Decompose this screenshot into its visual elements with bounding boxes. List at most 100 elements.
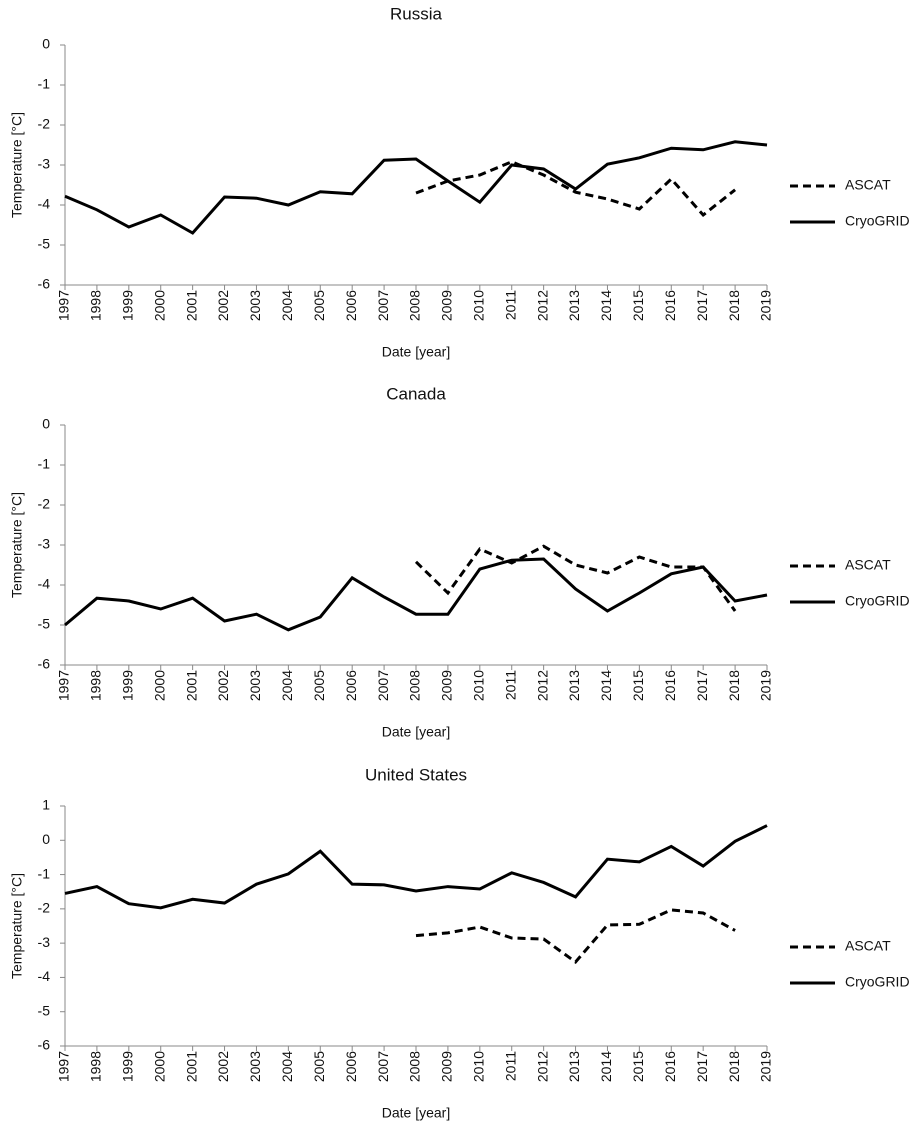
x-tick-label: 2009 [439,670,455,701]
data-line [64,557,768,632]
x-tick-label: 2013 [566,290,582,321]
y-tick-label: -4 [38,576,51,592]
y-tick-label: -6 [38,656,51,672]
y-tick-label: 1 [42,797,50,813]
x-tick-label: 2000 [151,290,167,321]
x-tick-label: 2013 [566,1051,582,1082]
x-tick-label: 2016 [662,670,678,701]
x-tick-label: 2012 [534,1051,550,1082]
x-tick-label: 2014 [598,670,614,701]
x-tick-label: 2017 [694,1051,710,1082]
x-tick-label: 2009 [439,290,455,321]
y-tick-label: -6 [38,1037,51,1053]
y-tick-label: -1 [38,76,51,92]
x-tick-label: 1998 [88,290,104,321]
x-tick-label: 2007 [375,670,391,701]
x-tick-label: 2013 [566,670,582,701]
data-line [64,140,768,235]
x-tick-label: 2002 [215,290,231,321]
x-axis-label: Date [year] [382,1105,450,1121]
x-tick-label: 2008 [407,1051,423,1082]
data-line [415,908,736,965]
x-tick-label: 2018 [726,290,742,321]
chart-title: Canada [386,384,446,403]
y-tick-label: 0 [42,831,50,847]
x-tick-label: 2017 [694,290,710,321]
x-tick-label: 1998 [88,1051,104,1082]
legend-label: ASCAT [845,177,891,193]
x-tick-label: 2004 [279,1051,295,1082]
x-tick-label: 2015 [630,1051,646,1082]
x-tick-label: 1999 [120,290,136,321]
y-tick-label: -2 [38,496,51,512]
x-tick-label: 2011 [502,1051,518,1081]
x-axis-label: Date [year] [382,724,450,740]
y-tick-label: -3 [38,934,51,950]
x-tick-label: 1997 [56,1051,72,1082]
x-tick-label: 2004 [279,670,295,701]
x-tick-label: 2014 [598,290,614,321]
x-tick-label: 2010 [471,1051,487,1082]
x-tick-label: 2014 [598,1051,614,1082]
x-tick-label: 2001 [183,1051,199,1082]
legend-label: ASCAT [845,938,891,954]
x-tick-label: 2008 [407,670,423,701]
y-tick-label: -5 [38,236,51,252]
x-tick-label: 2006 [343,290,359,321]
x-tick-label: 2001 [183,670,199,701]
x-tick-label: 1997 [56,290,72,321]
y-tick-label: -5 [38,616,51,632]
x-axis-label: Date [year] [382,344,450,360]
x-tick-label: 2019 [758,290,774,321]
x-tick-label: 1999 [120,670,136,701]
legend-label: CryoGRID [845,593,910,609]
x-tick-label: 2003 [247,670,263,701]
x-tick-label: 2019 [758,670,774,701]
x-tick-label: 2015 [630,670,646,701]
y-tick-label: -2 [38,900,51,916]
x-tick-label: 2016 [662,290,678,321]
x-tick-label: 2005 [311,290,327,321]
x-tick-label: 2000 [151,670,167,701]
data-line [64,824,768,910]
x-tick-label: 2002 [215,1051,231,1082]
x-tick-label: 1997 [56,670,72,701]
legend-label: ASCAT [845,557,891,573]
data-line [414,544,737,612]
x-tick-label: 2003 [247,290,263,321]
y-axis-label: Temperature [°C] [9,873,25,979]
x-tick-label: 2008 [407,290,423,321]
x-tick-label: 2018 [726,670,742,701]
x-tick-label: 2016 [662,1051,678,1082]
x-tick-label: 2011 [502,670,518,700]
chart-title: Russia [390,4,443,23]
x-tick-label: 2000 [151,1051,167,1082]
x-tick-label: 1999 [120,1051,136,1082]
y-tick-label: -3 [38,536,51,552]
x-tick-label: 2007 [375,1051,391,1082]
x-tick-label: 2006 [343,1051,359,1082]
x-tick-label: 2009 [439,1051,455,1082]
y-axis-label: Temperature [°C] [9,112,25,218]
x-tick-label: 2018 [726,1051,742,1082]
x-tick-label: 2006 [343,670,359,701]
y-tick-label: -4 [38,968,51,984]
chart-title: United States [365,765,467,784]
y-tick-label: -4 [38,196,51,212]
x-tick-label: 2015 [630,290,646,321]
legend-label: CryoGRID [845,213,910,229]
x-tick-label: 2017 [694,670,710,701]
y-tick-label: -1 [38,456,51,472]
y-tick-label: 0 [42,36,50,52]
x-tick-label: 2010 [471,290,487,321]
y-axis-label: Temperature [°C] [9,492,25,598]
x-tick-label: 2019 [758,1051,774,1082]
y-tick-label: -5 [38,1002,51,1018]
x-tick-label: 2001 [183,290,199,321]
x-tick-label: 2012 [534,290,550,321]
x-tick-label: 2010 [471,670,487,701]
legend-label: CryoGRID [845,974,910,990]
y-tick-label: 0 [42,416,50,432]
y-tick-label: -6 [38,276,51,292]
